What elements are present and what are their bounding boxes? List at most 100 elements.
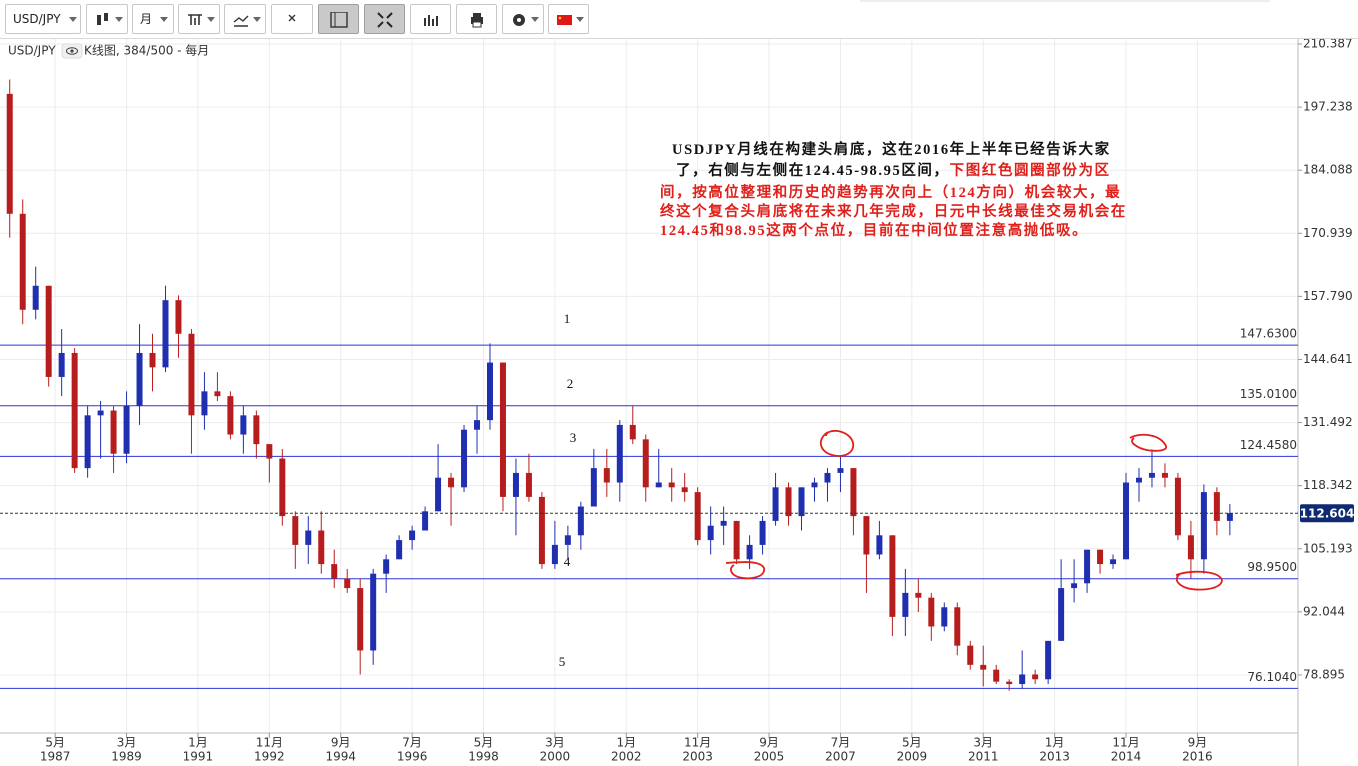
print-button[interactable] [456, 4, 497, 34]
candle-body [240, 415, 247, 435]
x-tick-label: 11月 [684, 736, 711, 750]
candle-body [551, 544, 558, 565]
candle-body [409, 530, 416, 541]
icon [97, 13, 108, 25]
candle-body [136, 352, 143, 406]
top-strip [860, 0, 1270, 2]
candle-body [1213, 492, 1220, 521]
x-tick-label: 7月 [831, 736, 851, 750]
level-label: 76.1040 [1247, 670, 1297, 684]
annotation-line: USDJPY月线在构建头肩底，这在2016年上半年已经告诉大家 [672, 140, 1111, 158]
language-button[interactable] [548, 4, 589, 34]
annotation-text: 间，按高位整理和历史的趋势再次向上（124方向）机会较大，最 [660, 183, 1121, 201]
candle-body [642, 439, 649, 488]
candle-body [1161, 472, 1168, 478]
candle-body [1032, 674, 1039, 680]
candle-body [629, 424, 636, 440]
x-tick-label: 5月 [474, 736, 494, 750]
x-tick-label: 1月 [188, 736, 208, 750]
candle-body [798, 487, 805, 517]
icon [424, 15, 438, 26]
x-tick-label: 9月 [759, 736, 779, 750]
candle-body [422, 511, 429, 531]
x-tick-year: 2000 [540, 750, 571, 764]
x-tick-year: 2005 [754, 750, 785, 764]
candle-body [512, 472, 519, 497]
annotation-text: 下图红色圆圈部份为区 [950, 161, 1111, 179]
remove-button[interactable] [271, 4, 313, 34]
eye-shape [66, 47, 78, 55]
x-tick-label: 9月 [1188, 736, 1208, 750]
candle-body [71, 352, 78, 469]
annotation-line: 了，右侧与左侧在124.45-98.95区间，下图红色圆圈部份为区 [676, 161, 1111, 179]
candle-body [1071, 583, 1078, 589]
annotation-text: 了，右侧与左侧在124.45-98.95区间， [676, 161, 950, 179]
period-dropdown[interactable]: 月 [132, 4, 174, 34]
chart-type-button[interactable] [86, 4, 128, 34]
candle-body [850, 468, 857, 517]
candle-body [1174, 477, 1181, 536]
candle-body [123, 405, 130, 454]
wave-marker: 4 [564, 554, 571, 569]
candle-body [590, 468, 597, 507]
circle-mark [1175, 570, 1223, 591]
y-tick-label: 118.342 [1303, 478, 1353, 492]
candle-body [45, 285, 52, 377]
candle-body [461, 429, 468, 488]
candle-body [837, 468, 844, 473]
candle-body [1226, 513, 1233, 521]
caret [207, 17, 215, 22]
candle-body [1187, 535, 1194, 560]
candle-body [292, 516, 299, 545]
last-price-box [1300, 504, 1354, 523]
drawing-button[interactable] [224, 4, 266, 34]
candle-body [110, 410, 117, 454]
candle-body [993, 669, 1000, 682]
x-tick-label: 3月 [545, 736, 565, 750]
chart-subtitle: K线图, 384/500 - 每月 [84, 43, 209, 58]
x-tick-label: 3月 [117, 736, 137, 750]
candle-body [214, 391, 221, 397]
y-tick-label: 92.044 [1303, 604, 1345, 618]
y-tick-label: 184.088 [1303, 163, 1353, 177]
y-tick-label: 170.939 [1303, 226, 1353, 240]
settings-button[interactable] [502, 4, 544, 34]
candle-body [538, 496, 545, 565]
candle-body [772, 487, 779, 521]
candle-body [824, 472, 831, 483]
level-label: 135.0100 [1240, 387, 1297, 401]
candle-body [954, 607, 961, 646]
candle-body [980, 664, 987, 670]
x-tick-year: 1989 [111, 750, 142, 764]
candle-body [525, 472, 532, 497]
circle-mark [1129, 433, 1167, 452]
y-tick-label: 105.193 [1303, 541, 1353, 555]
candle-body [279, 458, 286, 517]
fullscreen-button[interactable] [364, 4, 405, 34]
x-tick-year: 2007 [825, 750, 856, 764]
layout-button[interactable] [318, 4, 359, 34]
indicator-button[interactable] [178, 4, 220, 34]
icon [288, 14, 296, 22]
y-tick-label: 157.790 [1303, 289, 1353, 303]
hand-drawn-circles [725, 429, 1223, 591]
volume-button[interactable] [410, 4, 451, 34]
x-tick-year: 1987 [40, 750, 71, 764]
x-tick-year: 2016 [1182, 750, 1213, 764]
x-tick-year: 2013 [1039, 750, 1070, 764]
candle-body [1200, 492, 1207, 560]
candle-body [227, 396, 234, 435]
eye-icon[interactable] [61, 43, 83, 59]
candle-body [1006, 681, 1013, 685]
symbol-label: USD/JPY [8, 44, 56, 58]
symbol-dropdown[interactable]: USD/JPY [5, 4, 81, 34]
annotation-text: USDJPY月线在构建头肩底，这在2016年上半年已经告诉大家 [672, 140, 1111, 158]
level-label: 147.6300 [1240, 327, 1297, 341]
icon [188, 14, 202, 25]
candle-body [707, 525, 714, 541]
candle-body [928, 597, 935, 627]
x-tick-label: 1月 [1045, 736, 1065, 750]
